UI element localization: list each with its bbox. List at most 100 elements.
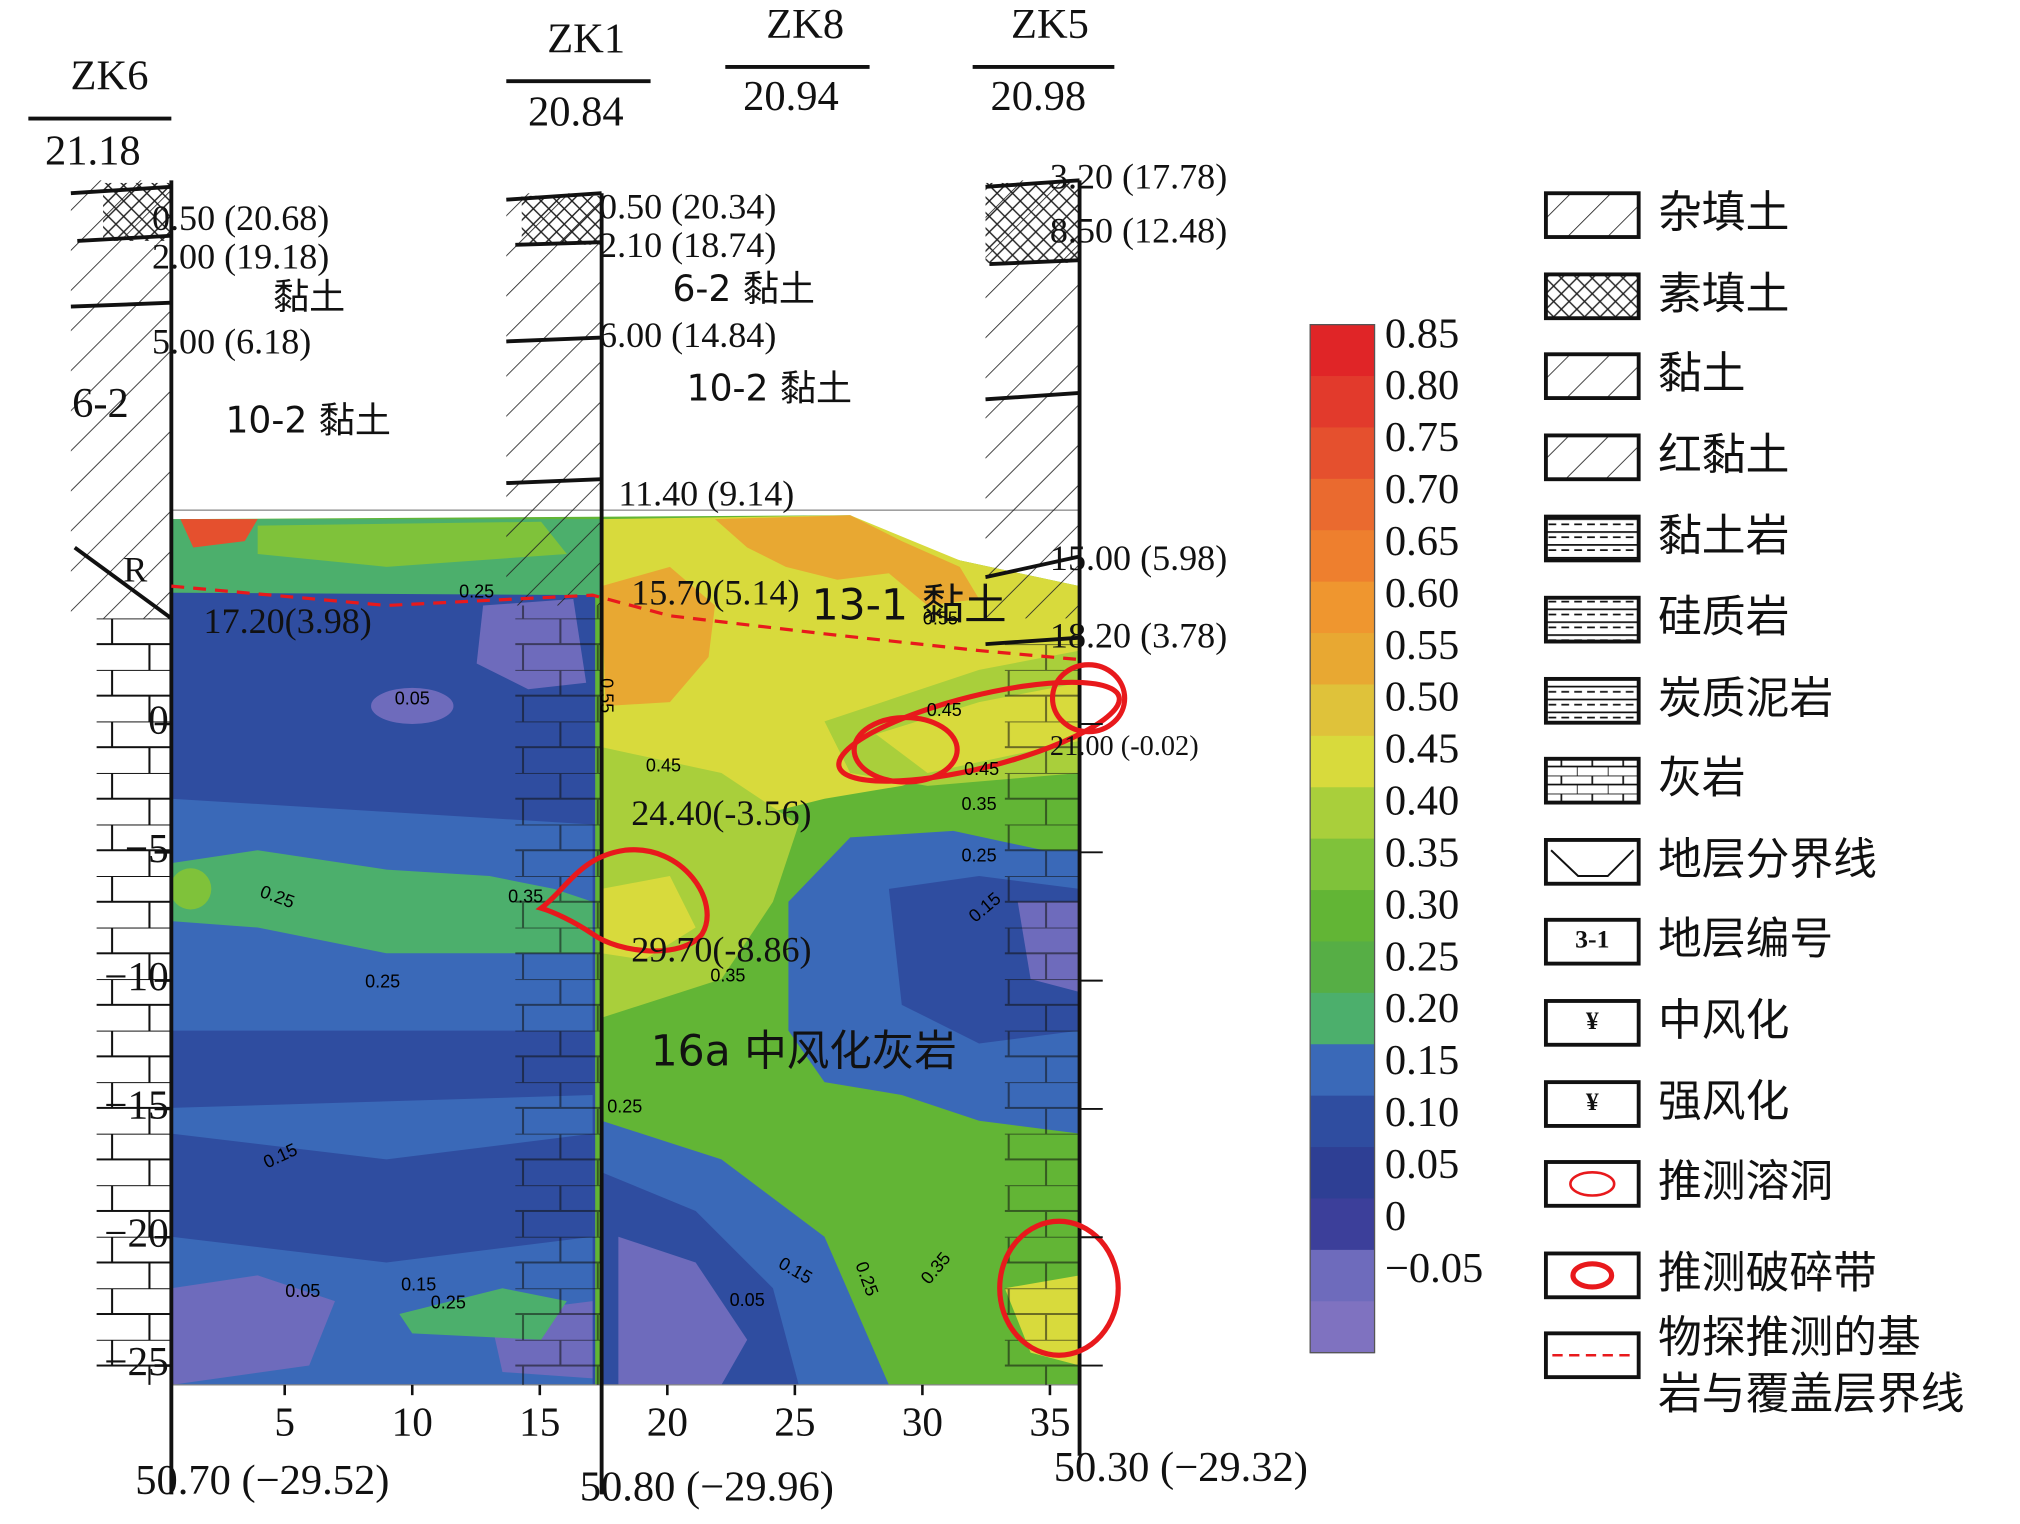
colorbar-label: 0.10	[1385, 1089, 1459, 1136]
axes: 5 10 15 20 25 30 35 0 −5 −10 −15 −20 −25	[104, 696, 1103, 1445]
colorbar-bin	[1310, 992, 1375, 1045]
borehole-id: ZK8	[766, 1, 844, 48]
borehole-bottom: 50.80 (−29.96)	[580, 1463, 834, 1510]
layer-depth: 21.00 (-0.02)	[1050, 731, 1199, 762]
borehole-elevation: 20.84	[528, 89, 624, 136]
borehole-id: ZK5	[1011, 1, 1089, 48]
colorbar-label: −0.05	[1385, 1245, 1483, 1292]
legend-label: 物探推测的基	[1658, 1312, 1921, 1363]
borehole-elevation: 20.94	[743, 73, 839, 120]
layer-depth: 11.40 (9.14)	[618, 474, 794, 514]
legend-label: 红黏土	[1658, 429, 1789, 480]
legend-label: 黏土岩	[1658, 510, 1789, 561]
layer-depth: 2.00 (19.18)	[152, 237, 329, 277]
colorbar-bin	[1310, 633, 1375, 686]
y-tick-label: −20	[104, 1210, 168, 1256]
contour-label: 0.55	[597, 678, 617, 713]
colorbar-label: 0.15	[1385, 1037, 1459, 1084]
x-tick-label: 20	[647, 1399, 688, 1445]
colorbar-label: 0.05	[1385, 1141, 1459, 1188]
colorbar-label: 0.50	[1385, 674, 1459, 721]
contour-label: 0.35	[710, 965, 745, 985]
x-tick-label: 35	[1029, 1399, 1070, 1445]
colorbar: 0.85 0.80 0.75 0.70 0.65 0.60 0.55 0.50 0.45 0.40…	[1309, 310, 1483, 1354]
colorbar-label: 0.30	[1385, 881, 1459, 928]
contour-label: 0.45	[927, 700, 962, 720]
colorbar-label: 0.65	[1385, 518, 1459, 565]
contour-label: 0.25	[607, 1097, 642, 1117]
colorbar-bin	[1310, 530, 1375, 583]
layer-labels: 0.50 (20.68) 2.00 (19.18) 黏土 5.00 (6.18)…	[72, 157, 1308, 1511]
legend-label: 素填土	[1658, 268, 1789, 319]
legend-label: 中风化	[1658, 995, 1789, 1046]
colorbar-bin	[1310, 735, 1375, 788]
contour-label: 0.55	[923, 608, 958, 628]
layer-depth: 15.00 (5.98)	[1050, 538, 1227, 578]
contour-label: 0.35	[508, 887, 543, 907]
colorbar-bin	[1310, 427, 1375, 480]
legend-label: 炭质泥岩	[1658, 673, 1833, 724]
contour-label: 0.25	[365, 972, 400, 992]
colorbar-frame	[1309, 323, 1376, 1354]
contour-label: 0.05	[285, 1281, 320, 1301]
legend-label: 地层编号	[1658, 914, 1833, 965]
colorbar-bin	[1310, 581, 1375, 634]
colorbar-bin	[1310, 1301, 1375, 1354]
layer-depth: 17.20(3.98)	[204, 601, 372, 641]
contour-labels: 0.25 0.05 0.55 0.45 0.35 0.25 0.25 0.35 0.45 0.45…	[258, 581, 1005, 1312]
contour-label: 0.15	[401, 1274, 436, 1294]
contour-map	[170, 509, 1081, 1386]
colorbar-label: 0.80	[1385, 362, 1459, 409]
legend-icons	[1543, 191, 1641, 1380]
colorbar-bin	[1310, 1147, 1375, 1200]
stratum-label: 13-1 黏土	[812, 582, 1007, 631]
legend-label: 岩与覆盖层界线	[1658, 1368, 1965, 1419]
colorbar-label: 0.45	[1385, 726, 1459, 773]
x-tick-label: 15	[519, 1399, 560, 1445]
contour-label: 0.45	[964, 759, 999, 779]
colorbar-bin	[1310, 376, 1375, 429]
layer-depth: 15.70(5.14)	[631, 573, 799, 613]
layer-name: 10-2 黏土	[687, 367, 852, 409]
colorbar-label: 0.35	[1385, 829, 1459, 876]
layer-depth: 29.70(-8.86)	[631, 930, 811, 970]
colorbar-bin	[1310, 838, 1375, 891]
layer-name: 6-2 黏土	[672, 268, 815, 310]
legend-icon-text: 3-1	[1575, 925, 1609, 954]
colorbar-label: 0.75	[1385, 414, 1459, 461]
legend-label: 地层分界线	[1658, 834, 1877, 885]
contour-label: 0.25	[962, 845, 997, 865]
layer-depth: 18.20 (3.78)	[1050, 615, 1227, 655]
x-tick-label: 30	[902, 1399, 943, 1445]
legend-label: 推测溶洞	[1658, 1156, 1833, 1207]
layer-depth: 2.10 (18.74)	[599, 225, 776, 265]
contour-label: 0.35	[962, 794, 997, 814]
contour-label: 0.05	[395, 688, 430, 708]
borehole-id: ZK6	[71, 53, 149, 100]
contour-label: 0.25	[431, 1292, 466, 1312]
layer-depth: 6.00 (14.84)	[599, 315, 776, 355]
colorbar-label: 0.60	[1385, 570, 1459, 617]
borehole-id: ZK1	[547, 15, 625, 62]
layer-depth: 5.00 (6.18)	[152, 322, 311, 362]
contour-label: 0.05	[730, 1290, 765, 1310]
colorbar-label: 0.40	[1385, 778, 1459, 825]
y-tick-label: −15	[104, 1081, 168, 1127]
x-tick-label: 10	[392, 1399, 433, 1445]
colorbar-label: 0.70	[1385, 466, 1459, 513]
y-tick-label: 0	[148, 696, 169, 742]
borehole-elevation: 21.18	[45, 127, 141, 174]
layer-code: R	[123, 550, 147, 590]
layer-depth: 0.50 (20.34)	[599, 186, 776, 226]
legend-label: 硅质岩	[1658, 592, 1789, 643]
colorbar-bin	[1310, 941, 1375, 994]
x-tick-label: 5	[274, 1399, 295, 1445]
colorbar-bin	[1310, 324, 1375, 377]
legend-label: 强风化	[1658, 1076, 1789, 1127]
layer-depth: 8.50 (12.48)	[1050, 211, 1227, 251]
legend-icon-text: ¥	[1586, 1087, 1599, 1116]
colorbar-bin	[1310, 684, 1375, 737]
layer-name: 黏土	[273, 276, 345, 318]
